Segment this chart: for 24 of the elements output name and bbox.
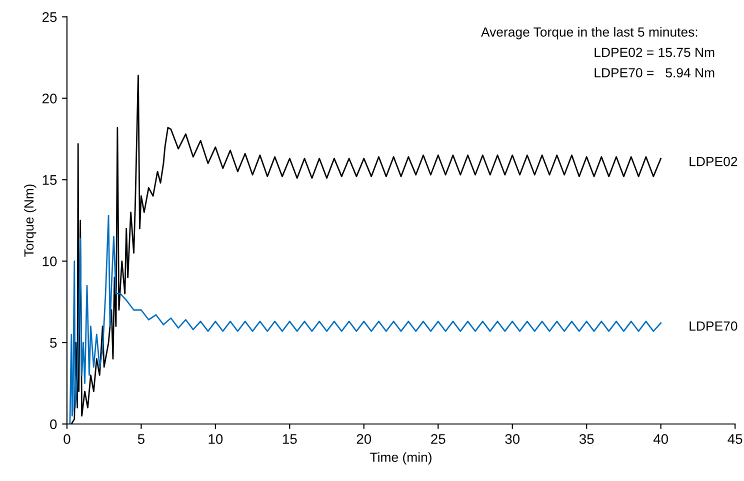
x-tick-label: 0 — [64, 434, 70, 444]
x-tick-label: 40 — [653, 434, 668, 444]
annotation: LDPE70 = 5.94 Nm — [594, 68, 714, 78]
text: LDPE70 — [690, 321, 738, 331]
line-series — [69, 214, 662, 424]
annotation: Average Torque in the last 5 minutes: — [481, 27, 698, 40]
x-axis-title: Time (min) — [370, 452, 432, 465]
y-tick-label: 15 — [42, 175, 57, 185]
annotation: LDPE02 = 15.75 Nm — [594, 48, 714, 58]
x-tick-label: 45 — [728, 434, 742, 444]
y-tick-label: 0 — [50, 419, 57, 430]
y-tick-label: 5 — [50, 338, 57, 348]
text: LDPE02 — [690, 156, 738, 166]
x-tick-label: 5 — [138, 434, 144, 444]
x-tick-label: 20 — [356, 434, 372, 444]
x-tick-label: 25 — [431, 434, 446, 444]
y-tick-label: 20 — [42, 94, 57, 104]
x-tick-label: 30 — [505, 434, 520, 444]
x-tick-label: 15 — [283, 434, 297, 444]
y-tick-label: 25 — [42, 12, 57, 22]
y-tick-label: 10 — [42, 256, 57, 266]
x-tick-label: 35 — [579, 434, 594, 444]
x-tick-label: 10 — [208, 434, 223, 444]
y-axis-title: Torque (Nm) — [24, 184, 36, 257]
